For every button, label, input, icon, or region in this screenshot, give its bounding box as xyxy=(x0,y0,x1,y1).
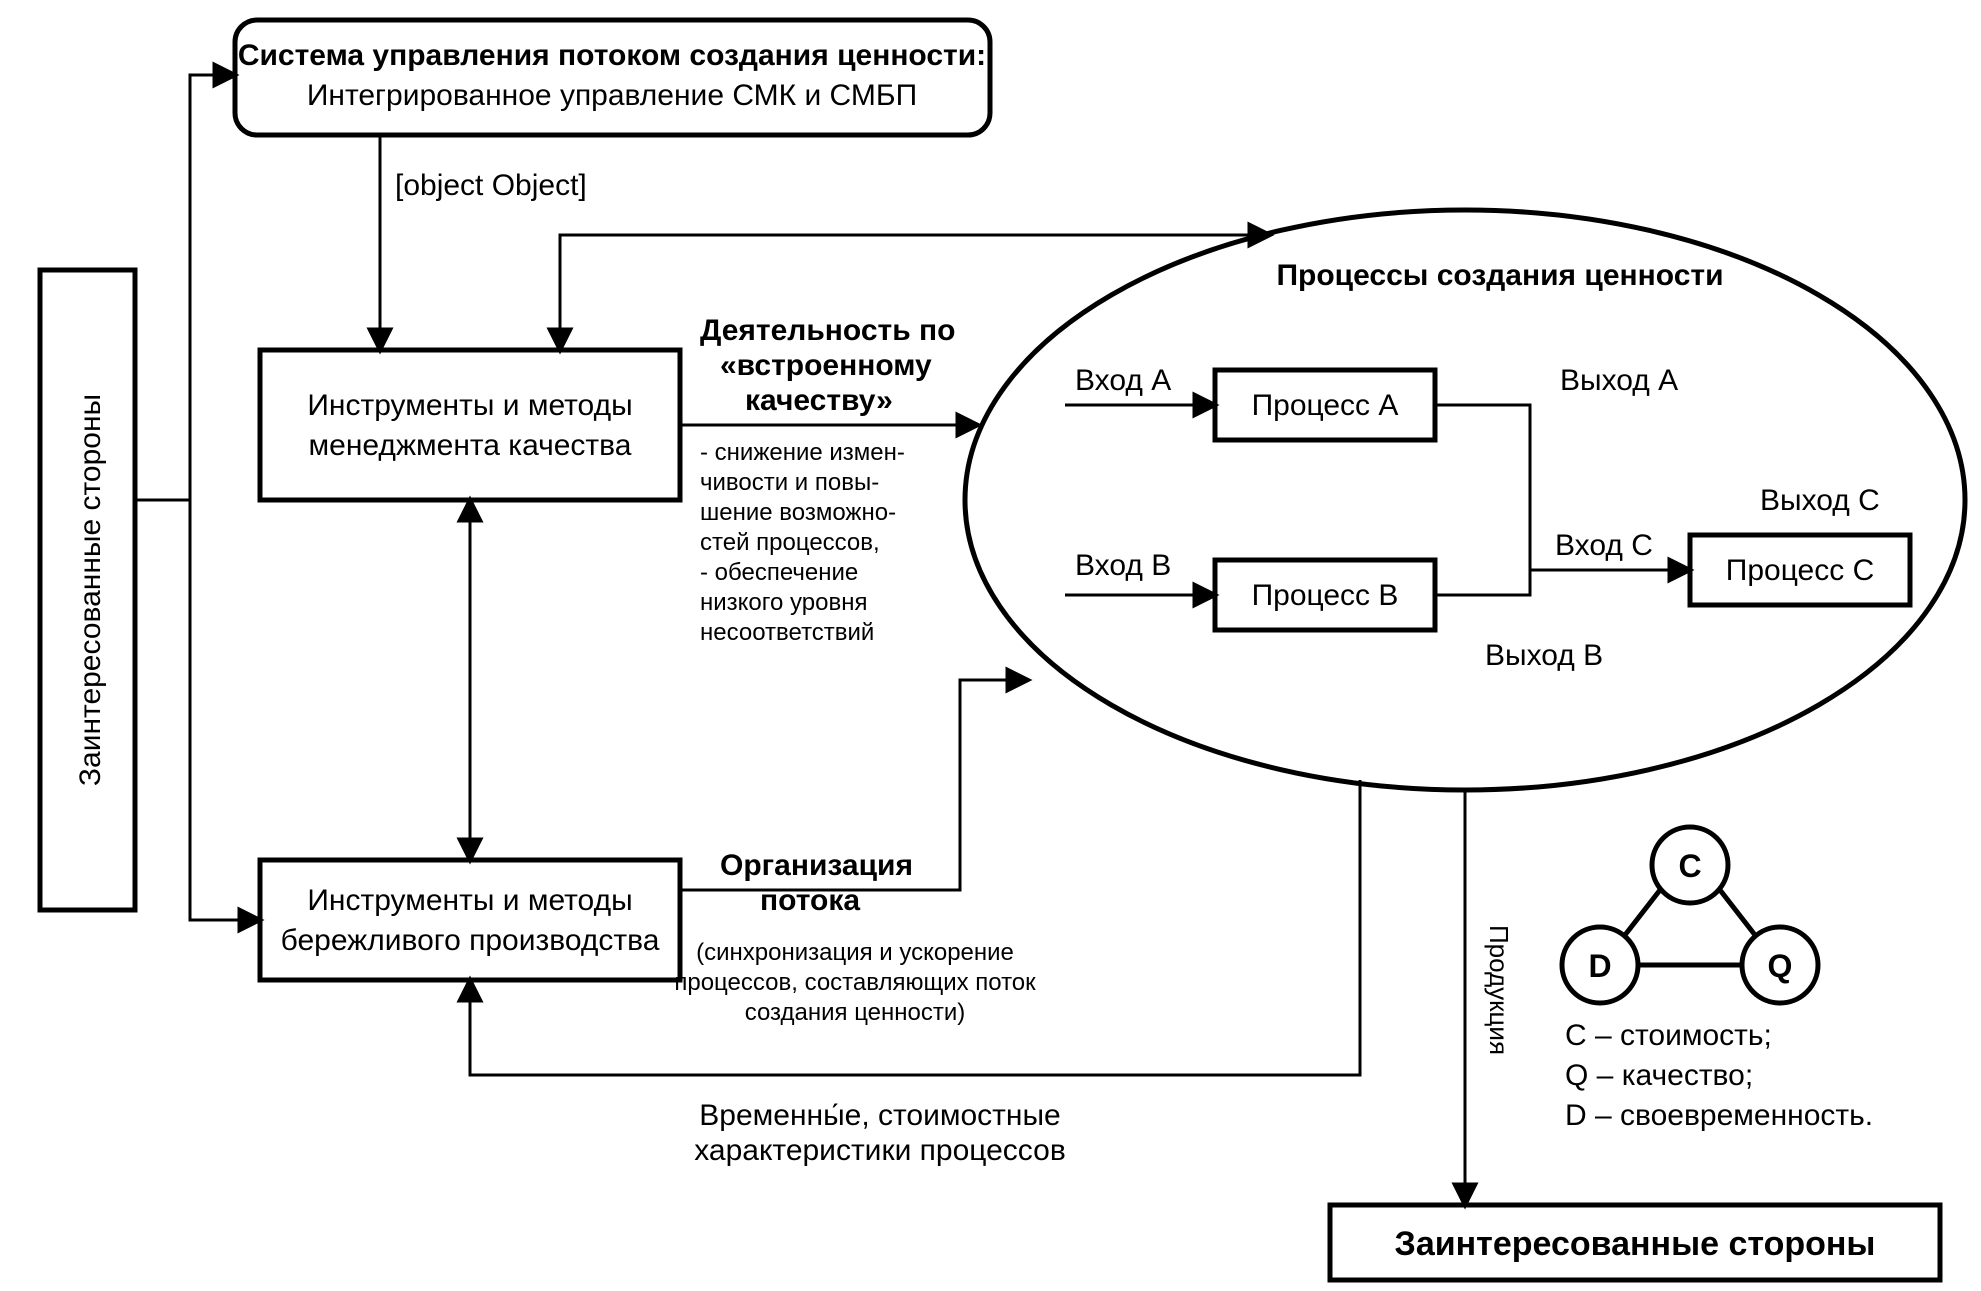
node-process-a: Процесс А xyxy=(1215,370,1435,440)
tools-quality-line1: Инструменты и методы xyxy=(307,389,632,422)
label-input-a: Вход А xyxy=(1075,364,1171,397)
legend-c: C – стоимость; xyxy=(1565,1019,1772,1052)
flow-note-1: (синхронизация и ускорение xyxy=(696,939,1014,966)
legend-q: Q – качество; xyxy=(1565,1059,1753,1092)
label-req-reduce: [object Object] xyxy=(395,169,587,202)
label-time-cost-2: характеристики процессов xyxy=(694,1134,1066,1167)
legend-d: D – своевременность. xyxy=(1565,1099,1873,1132)
node-process-b: Процесс В xyxy=(1215,560,1435,630)
stakeholders-bottom-label: Заинтересованные стороны xyxy=(1395,1225,1876,1263)
label-input-b: Вход В xyxy=(1075,549,1171,582)
activity-b2c: несоответствий xyxy=(700,619,874,646)
node-tools-lean: Инструменты и методы бережливого произво… xyxy=(260,860,680,980)
edge-stake-to-lean xyxy=(190,500,260,920)
tools-lean-line1: Инструменты и методы xyxy=(307,884,632,917)
activity-title-2: «встроенному xyxy=(720,349,932,382)
activity-b1b: чивости и повы- xyxy=(700,469,879,496)
activity-b1d: стей процессов, xyxy=(700,529,880,556)
label-input-c: Вход С xyxy=(1555,529,1653,562)
flow-org-1: Организация xyxy=(720,849,913,882)
node-tools-quality: Инструменты и методы менеджмента качеств… xyxy=(260,350,680,500)
tools-lean-line2: бережливого производства xyxy=(281,924,660,957)
process-b-label: Процесс В xyxy=(1252,579,1399,612)
cdq-triangle: C D Q xyxy=(1562,827,1818,1003)
edge-stake-to-system xyxy=(135,75,235,500)
stakeholders-left-label: Заинтересованные стороны xyxy=(74,394,107,786)
node-process-c: Процесс С xyxy=(1690,535,1910,605)
activity-b2b: низкого уровня xyxy=(700,589,867,616)
label-time-cost-1: Временны́е, стоимостные xyxy=(699,1099,1060,1132)
activity-b1c: шение возможно- xyxy=(700,499,896,526)
tools-quality-line2: менеджмента качества xyxy=(309,429,632,462)
label-output-c: Выход С xyxy=(1760,484,1880,517)
flow-note-2: процессов, составляющих поток xyxy=(674,969,1036,996)
cdq-c-label: C xyxy=(1678,848,1701,884)
cdq-q-label: Q xyxy=(1768,948,1793,984)
node-stakeholders-bottom: Заинтересованные стороны xyxy=(1330,1205,1940,1280)
system-subtitle: Интегрированное управление СМК и СМБП xyxy=(307,79,917,112)
activity-b1a: - снижение измен- xyxy=(700,439,905,466)
cdq-d-label: D xyxy=(1588,948,1611,984)
activity-title-1: Деятельность по xyxy=(700,314,955,347)
flow-note-3: создания ценности) xyxy=(745,999,966,1026)
process-c-label: Процесс С xyxy=(1726,554,1874,587)
label-output-b: Выход В xyxy=(1485,639,1603,672)
node-stakeholders-left: Заинтересованные стороны xyxy=(40,270,135,910)
diagram-canvas: Заинтересованные стороны Система управле… xyxy=(0,0,1981,1291)
activity-b2a: - обеспечение xyxy=(700,559,858,586)
flow-org-2: потока xyxy=(760,884,860,917)
process-a-label: Процесс А xyxy=(1252,389,1399,422)
activity-title-3: качеству» xyxy=(745,384,893,417)
ellipse-title: Процессы создания ценности xyxy=(1276,259,1723,292)
node-system-top: Система управления потоком создания ценн… xyxy=(235,20,990,135)
label-product: Продукция xyxy=(1484,925,1514,1055)
label-output-a: Выход А xyxy=(1560,364,1678,397)
system-title: Система управления потоком создания ценн… xyxy=(238,39,986,72)
